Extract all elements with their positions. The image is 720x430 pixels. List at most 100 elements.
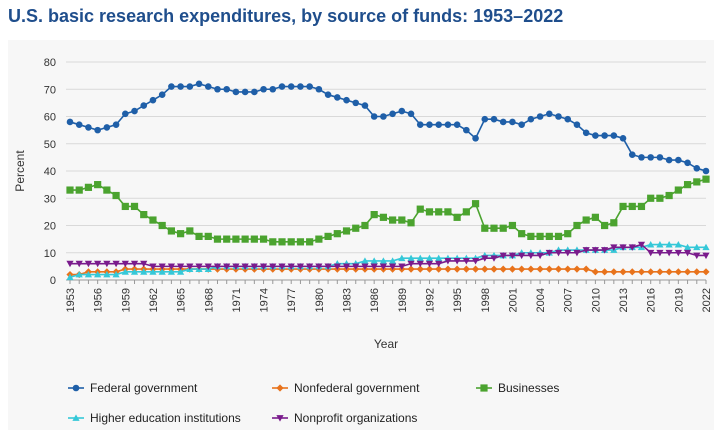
data-point-nonprofit-organizations (637, 241, 646, 249)
data-point-higher-education-institutions (75, 270, 83, 278)
data-point-nonfederal-government (656, 268, 664, 276)
data-point-nonfederal-government (545, 265, 553, 273)
data-point-higher-education-institutions (379, 257, 387, 264)
data-point-nonfederal-government (582, 265, 590, 273)
data-point-federal-government (269, 85, 277, 93)
data-point-nonprofit-organizations (232, 263, 240, 270)
data-point-businesses (610, 219, 618, 227)
data-point-businesses (573, 221, 581, 230)
data-point-federal-government (509, 118, 516, 126)
y-tick-label: 80 (44, 57, 56, 69)
data-point-federal-government (564, 115, 572, 123)
data-point-businesses (444, 208, 452, 216)
data-point-higher-education-institutions (103, 270, 111, 278)
data-point-nonprofit-organizations (370, 263, 378, 270)
data-point-federal-government (103, 124, 111, 131)
data-point-federal-government (628, 151, 636, 158)
data-point-businesses (481, 224, 489, 232)
data-point-federal-government (518, 121, 525, 128)
legend-marker-higher-education-institutions (72, 414, 80, 421)
data-point-federal-government (158, 91, 166, 98)
data-point-higher-education-institutions (149, 268, 157, 275)
data-point-nonprofit-organizations (94, 260, 102, 268)
series-line-federal-government (69, 82, 707, 172)
data-point-federal-government (232, 88, 240, 96)
data-point-businesses (398, 216, 406, 224)
data-point-businesses (665, 191, 673, 200)
data-point-federal-government (168, 83, 175, 90)
data-point-businesses (453, 213, 461, 221)
legend-label-nonfederal-government: Nonfederal government (294, 381, 420, 395)
data-point-nonfederal-government (702, 268, 710, 276)
data-point-nonprofit-organizations (407, 260, 415, 268)
x-tick-label: 1956 (93, 288, 105, 312)
data-point-businesses (554, 232, 563, 240)
x-tick-label: 1971 (231, 288, 243, 312)
data-point-federal-government (306, 83, 313, 90)
data-point-businesses (259, 235, 268, 243)
data-point-federal-government (75, 121, 83, 128)
x-axis-title: Year (374, 337, 398, 351)
y-tick-label: 40 (44, 166, 56, 178)
data-point-federal-government (638, 154, 645, 161)
data-point-higher-education-institutions (683, 243, 692, 251)
data-point-nonfederal-government (573, 265, 581, 273)
data-point-businesses (167, 227, 175, 235)
data-point-businesses (177, 230, 185, 238)
data-point-businesses (683, 181, 692, 189)
data-point-businesses (130, 202, 139, 211)
data-point-nonprofit-organizations (130, 260, 139, 268)
x-tick-label: 1962 (148, 288, 160, 312)
data-point-businesses (379, 213, 387, 221)
data-point-higher-education-institutions (435, 254, 443, 262)
data-point-businesses (306, 238, 314, 246)
data-point-federal-government (407, 110, 415, 118)
data-point-federal-government (444, 121, 452, 128)
data-point-businesses (370, 211, 378, 219)
x-tick-label: 2007 (563, 288, 575, 312)
data-point-federal-government (186, 83, 194, 90)
data-point-nonprofit-organizations (554, 249, 563, 257)
data-point-nonprofit-organizations (647, 249, 655, 257)
data-point-nonfederal-government (407, 265, 415, 273)
x-tick-label: 1974 (259, 288, 271, 312)
data-point-federal-government (702, 167, 710, 175)
y-tick-label: 50 (44, 139, 56, 151)
data-point-businesses (94, 181, 102, 189)
data-point-businesses (407, 219, 415, 227)
data-point-higher-education-institutions (177, 268, 185, 275)
data-point-nonprofit-organizations (656, 249, 664, 257)
data-point-higher-education-institutions (370, 257, 378, 264)
data-point-businesses (186, 227, 194, 235)
y-tick-label: 10 (44, 248, 56, 260)
data-point-nonfederal-government (674, 268, 682, 276)
data-point-federal-government (223, 85, 230, 93)
data-point-federal-government (361, 102, 369, 109)
data-point-federal-government (315, 85, 323, 93)
data-point-nonfederal-government (499, 265, 507, 273)
data-point-federal-government (453, 121, 461, 128)
data-point-federal-government (297, 83, 304, 90)
data-point-businesses (545, 232, 553, 240)
data-point-federal-government (555, 113, 562, 120)
data-point-businesses (232, 235, 240, 243)
data-point-nonprofit-organizations (250, 263, 258, 270)
data-point-nonprofit-organizations (324, 263, 332, 270)
x-tick-label: 2016 (646, 288, 658, 312)
legend-label-nonprofit-organizations: Nonprofit organizations (294, 411, 417, 425)
data-point-federal-government (693, 164, 701, 172)
data-point-businesses (103, 186, 111, 194)
data-point-nonprofit-organizations (610, 244, 618, 251)
series-line-nonprofit-organizations (70, 243, 706, 268)
data-point-nonprofit-organizations (518, 252, 526, 260)
data-point-federal-government (416, 121, 424, 128)
data-point-nonprofit-organizations (333, 263, 341, 270)
data-point-nonprofit-organizations (287, 263, 295, 270)
data-point-nonprofit-organizations (508, 252, 517, 260)
data-point-nonprofit-organizations (352, 263, 360, 270)
data-point-federal-government (499, 118, 507, 126)
data-point-businesses (416, 205, 424, 213)
data-point-higher-education-institutions (94, 270, 102, 278)
data-point-federal-government (656, 154, 664, 161)
